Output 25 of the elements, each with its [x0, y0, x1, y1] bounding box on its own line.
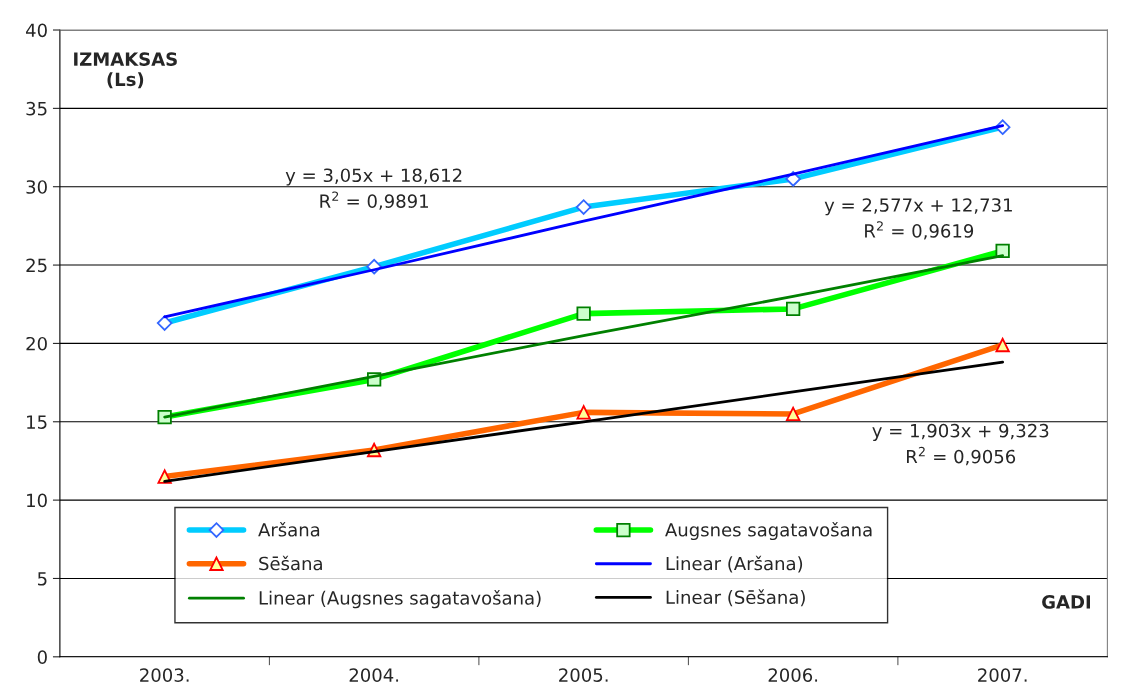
- y-axis-title: IZMAKSAS (Ls): [74, 52, 177, 89]
- legend-label: Linear (Sēšana): [666, 589, 805, 607]
- legend-label: Linear (Augsnes sagatavošana): [259, 590, 541, 609]
- legend-label: Sēšana: [259, 555, 322, 571]
- annotation: y = 3,05x + 18,612 R$^{2}$ = 0,9891: [285, 168, 462, 210]
- legend-label: Aršana: [258, 521, 320, 537]
- y-tick-label: 0: [37, 650, 47, 664]
- x-tick-label: 2004.: [349, 668, 399, 682]
- annotation: y = 2,577x + 12,731 R$^{2}$ = 0,9619: [824, 198, 1012, 240]
- legend-label: Linear (Aršana): [666, 555, 803, 573]
- y-tick-label: 40: [25, 23, 47, 38]
- x-axis-title: GADI: [1042, 595, 1091, 609]
- x-tick-label: 2007.: [978, 668, 1027, 682]
- annotation: y = 1,903x + 9,323 R$^{2}$ = 0,9056: [872, 423, 1049, 466]
- y-tick-label: 35: [26, 101, 47, 116]
- x-tick-label: 2003.: [140, 668, 189, 682]
- y-tick-label: 10: [27, 493, 47, 508]
- y-tick-label: 20: [26, 336, 47, 351]
- y-tick-label: 30: [26, 180, 47, 194]
- y-tick-label: 5: [37, 572, 47, 586]
- x-tick-label: 2005.: [559, 668, 608, 682]
- legend-label: Augsnes sagatavošana: [665, 521, 872, 541]
- y-tick-label: 25: [26, 258, 47, 273]
- x-tick-label: 2006.: [768, 668, 818, 682]
- y-tick-label: 15: [27, 415, 47, 429]
